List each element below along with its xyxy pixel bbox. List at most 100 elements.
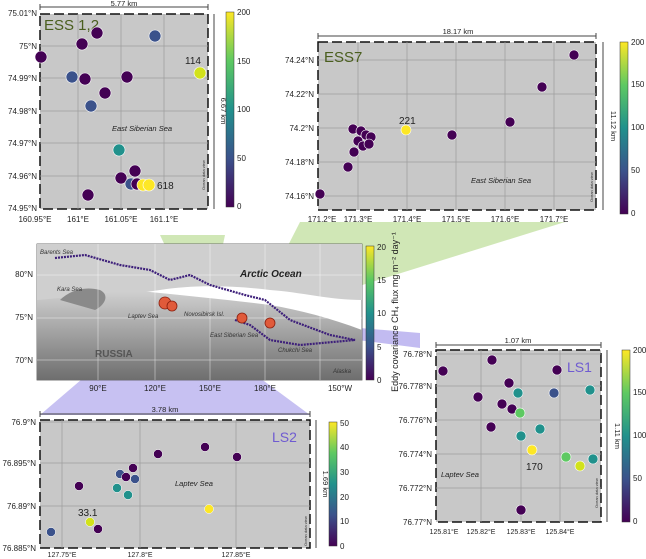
sea-label: East Siberian Sea bbox=[471, 176, 531, 185]
lat-tick: 74.98°N bbox=[8, 107, 37, 116]
lat-tick: 76.778°N bbox=[399, 382, 433, 391]
lat-tick: 74.97°N bbox=[8, 139, 37, 148]
sea-label: Laptev Sea bbox=[441, 470, 479, 479]
flux-point bbox=[400, 124, 412, 136]
lon-tick: 127.8°E bbox=[128, 551, 153, 559]
panel-ls2: 3.78 km 1.69 km LS2 Laptev Sea Ocean dat… bbox=[3, 405, 350, 559]
flux-point bbox=[232, 452, 242, 462]
colorbar-tick: 10 bbox=[377, 309, 386, 318]
colorbar-tick: 100 bbox=[631, 123, 645, 132]
lat-tick-labels: 76.9°N 76.895°N 76.89°N 76.885°N bbox=[3, 418, 37, 553]
colorbar-tick: 0 bbox=[377, 376, 382, 385]
lat-tick: 76.9°N bbox=[11, 418, 36, 427]
lon-tick: 161°E bbox=[67, 215, 89, 224]
colorbar bbox=[621, 349, 631, 523]
flux-point bbox=[121, 472, 131, 482]
label-arctic-ocean: Arctic Ocean bbox=[239, 269, 302, 280]
lat-tick: 74.24°N bbox=[285, 56, 314, 65]
lat-tick: 76.776°N bbox=[399, 416, 433, 425]
lat-tick: 76.78°N bbox=[403, 350, 432, 359]
sea-label: East Siberian Sea bbox=[112, 124, 172, 133]
colorbar bbox=[619, 41, 629, 215]
flux-point bbox=[112, 143, 126, 157]
lat-tick: 75.01°N bbox=[8, 9, 37, 18]
scalebar-top: 3.78 km bbox=[152, 405, 179, 414]
lon-tick-labels: 127.75°E 127.8°E 127.85°E bbox=[48, 551, 251, 559]
lon-tick-labels: 171.2°E 171.3°E 171.4°E 171.5°E 171.6°E … bbox=[308, 215, 569, 224]
colorbar bbox=[365, 245, 375, 381]
gridlines bbox=[37, 244, 362, 380]
panel-title: ESS7 bbox=[324, 49, 362, 66]
panel-ls1: 1.07 km 1.11 km LS1 Laptev Sea Ocean dat… bbox=[399, 336, 646, 536]
flux-point bbox=[85, 517, 95, 527]
lat-tick: 80°N bbox=[15, 270, 33, 279]
lat-tick: 70°N bbox=[15, 356, 33, 365]
lon-tick: 161.05°E bbox=[104, 215, 137, 224]
flux-point bbox=[551, 364, 563, 376]
lat-tick: 75°N bbox=[19, 42, 37, 51]
flux-point bbox=[342, 161, 354, 173]
ocean-shading bbox=[37, 244, 362, 300]
peninsula bbox=[60, 288, 106, 310]
map-area bbox=[39, 419, 311, 549]
label-chukchi-sea: Chukchi Sea bbox=[278, 348, 313, 354]
lon-tick: 127.75°E bbox=[48, 551, 77, 559]
sea-label: Laptev Sea bbox=[175, 479, 213, 488]
attribution: Ocean data view bbox=[594, 478, 599, 508]
flux-point bbox=[486, 354, 498, 366]
lon-tick: 150°E bbox=[199, 384, 221, 393]
flux-points bbox=[314, 49, 580, 200]
colorbar-ticks: 0 5 10 15 20 bbox=[377, 243, 386, 385]
lat-tick: 74.18°N bbox=[285, 158, 314, 167]
flux-point bbox=[98, 86, 112, 100]
attribution: Ocean data view bbox=[589, 172, 594, 202]
flux-points bbox=[34, 26, 207, 202]
flux-point bbox=[485, 421, 497, 433]
flux-point bbox=[503, 377, 515, 389]
lon-tick: 171.5°E bbox=[442, 215, 471, 224]
lat-tick: 74.22°N bbox=[285, 90, 314, 99]
lat-tick: 75°N bbox=[15, 313, 33, 322]
flux-point bbox=[114, 171, 128, 185]
colorbar-tick: 150 bbox=[633, 388, 646, 397]
colorbar-ticks: 0 10 20 30 40 50 bbox=[340, 419, 349, 551]
flux-point bbox=[65, 70, 79, 84]
lat-tick: 74.2°N bbox=[289, 124, 314, 133]
scalebar-side: 1.69 km bbox=[321, 471, 330, 498]
colorbar-tick: 50 bbox=[631, 166, 640, 175]
point-label: 33.1 bbox=[78, 508, 98, 519]
lat-tick: 74.16°N bbox=[285, 192, 314, 201]
lon-tick: 150°W bbox=[328, 384, 353, 393]
flux-point bbox=[446, 129, 458, 141]
lon-tick-labels: 90°E 120°E 150°E 180°E 150°W bbox=[89, 384, 352, 393]
scalebar-side: 11.12 km bbox=[609, 111, 618, 141]
lon-tick: 171.2°E bbox=[308, 215, 337, 224]
flux-point bbox=[437, 365, 449, 377]
flux-point bbox=[526, 444, 538, 456]
lat-tick: 76.77°N bbox=[403, 518, 432, 527]
point-label: 618 bbox=[157, 181, 174, 192]
lat-tick: 76.885°N bbox=[3, 544, 37, 553]
colorbar-tick: 0 bbox=[633, 517, 638, 526]
flux-point bbox=[472, 391, 484, 403]
lon-tick: 171.4°E bbox=[393, 215, 422, 224]
colorbar-tick: 100 bbox=[237, 105, 251, 114]
colorbar-label: Eddy covariance CH₄ flux mg m⁻² day⁻¹ bbox=[390, 232, 400, 392]
flux-point bbox=[536, 81, 548, 93]
lon-tick: 125.82°E bbox=[467, 528, 496, 536]
panel-ess7: 18.17 km 11.12 km ESS7 East Siberian Sea… bbox=[285, 27, 645, 224]
flux-point bbox=[314, 188, 326, 200]
flux-point bbox=[123, 490, 133, 500]
colorbar-tick: 5 bbox=[377, 343, 382, 352]
lat-tick-labels: 80°N 75°N 70°N bbox=[15, 270, 33, 365]
flux-point bbox=[153, 449, 163, 459]
flux-point bbox=[78, 72, 92, 86]
panel-main-map: Arctic Ocean RUSSIA Alaska Kara Sea Bare… bbox=[15, 232, 400, 393]
colorbar-tick: 200 bbox=[633, 346, 646, 355]
lon-tick: 160.95°E bbox=[18, 215, 51, 224]
flux-point bbox=[112, 483, 122, 493]
label-alaska: Alaska bbox=[332, 369, 352, 375]
flux-point bbox=[142, 178, 156, 192]
label-east-siberian-sea: East Siberian Sea bbox=[210, 333, 259, 339]
colorbar-tick: 150 bbox=[237, 57, 251, 66]
